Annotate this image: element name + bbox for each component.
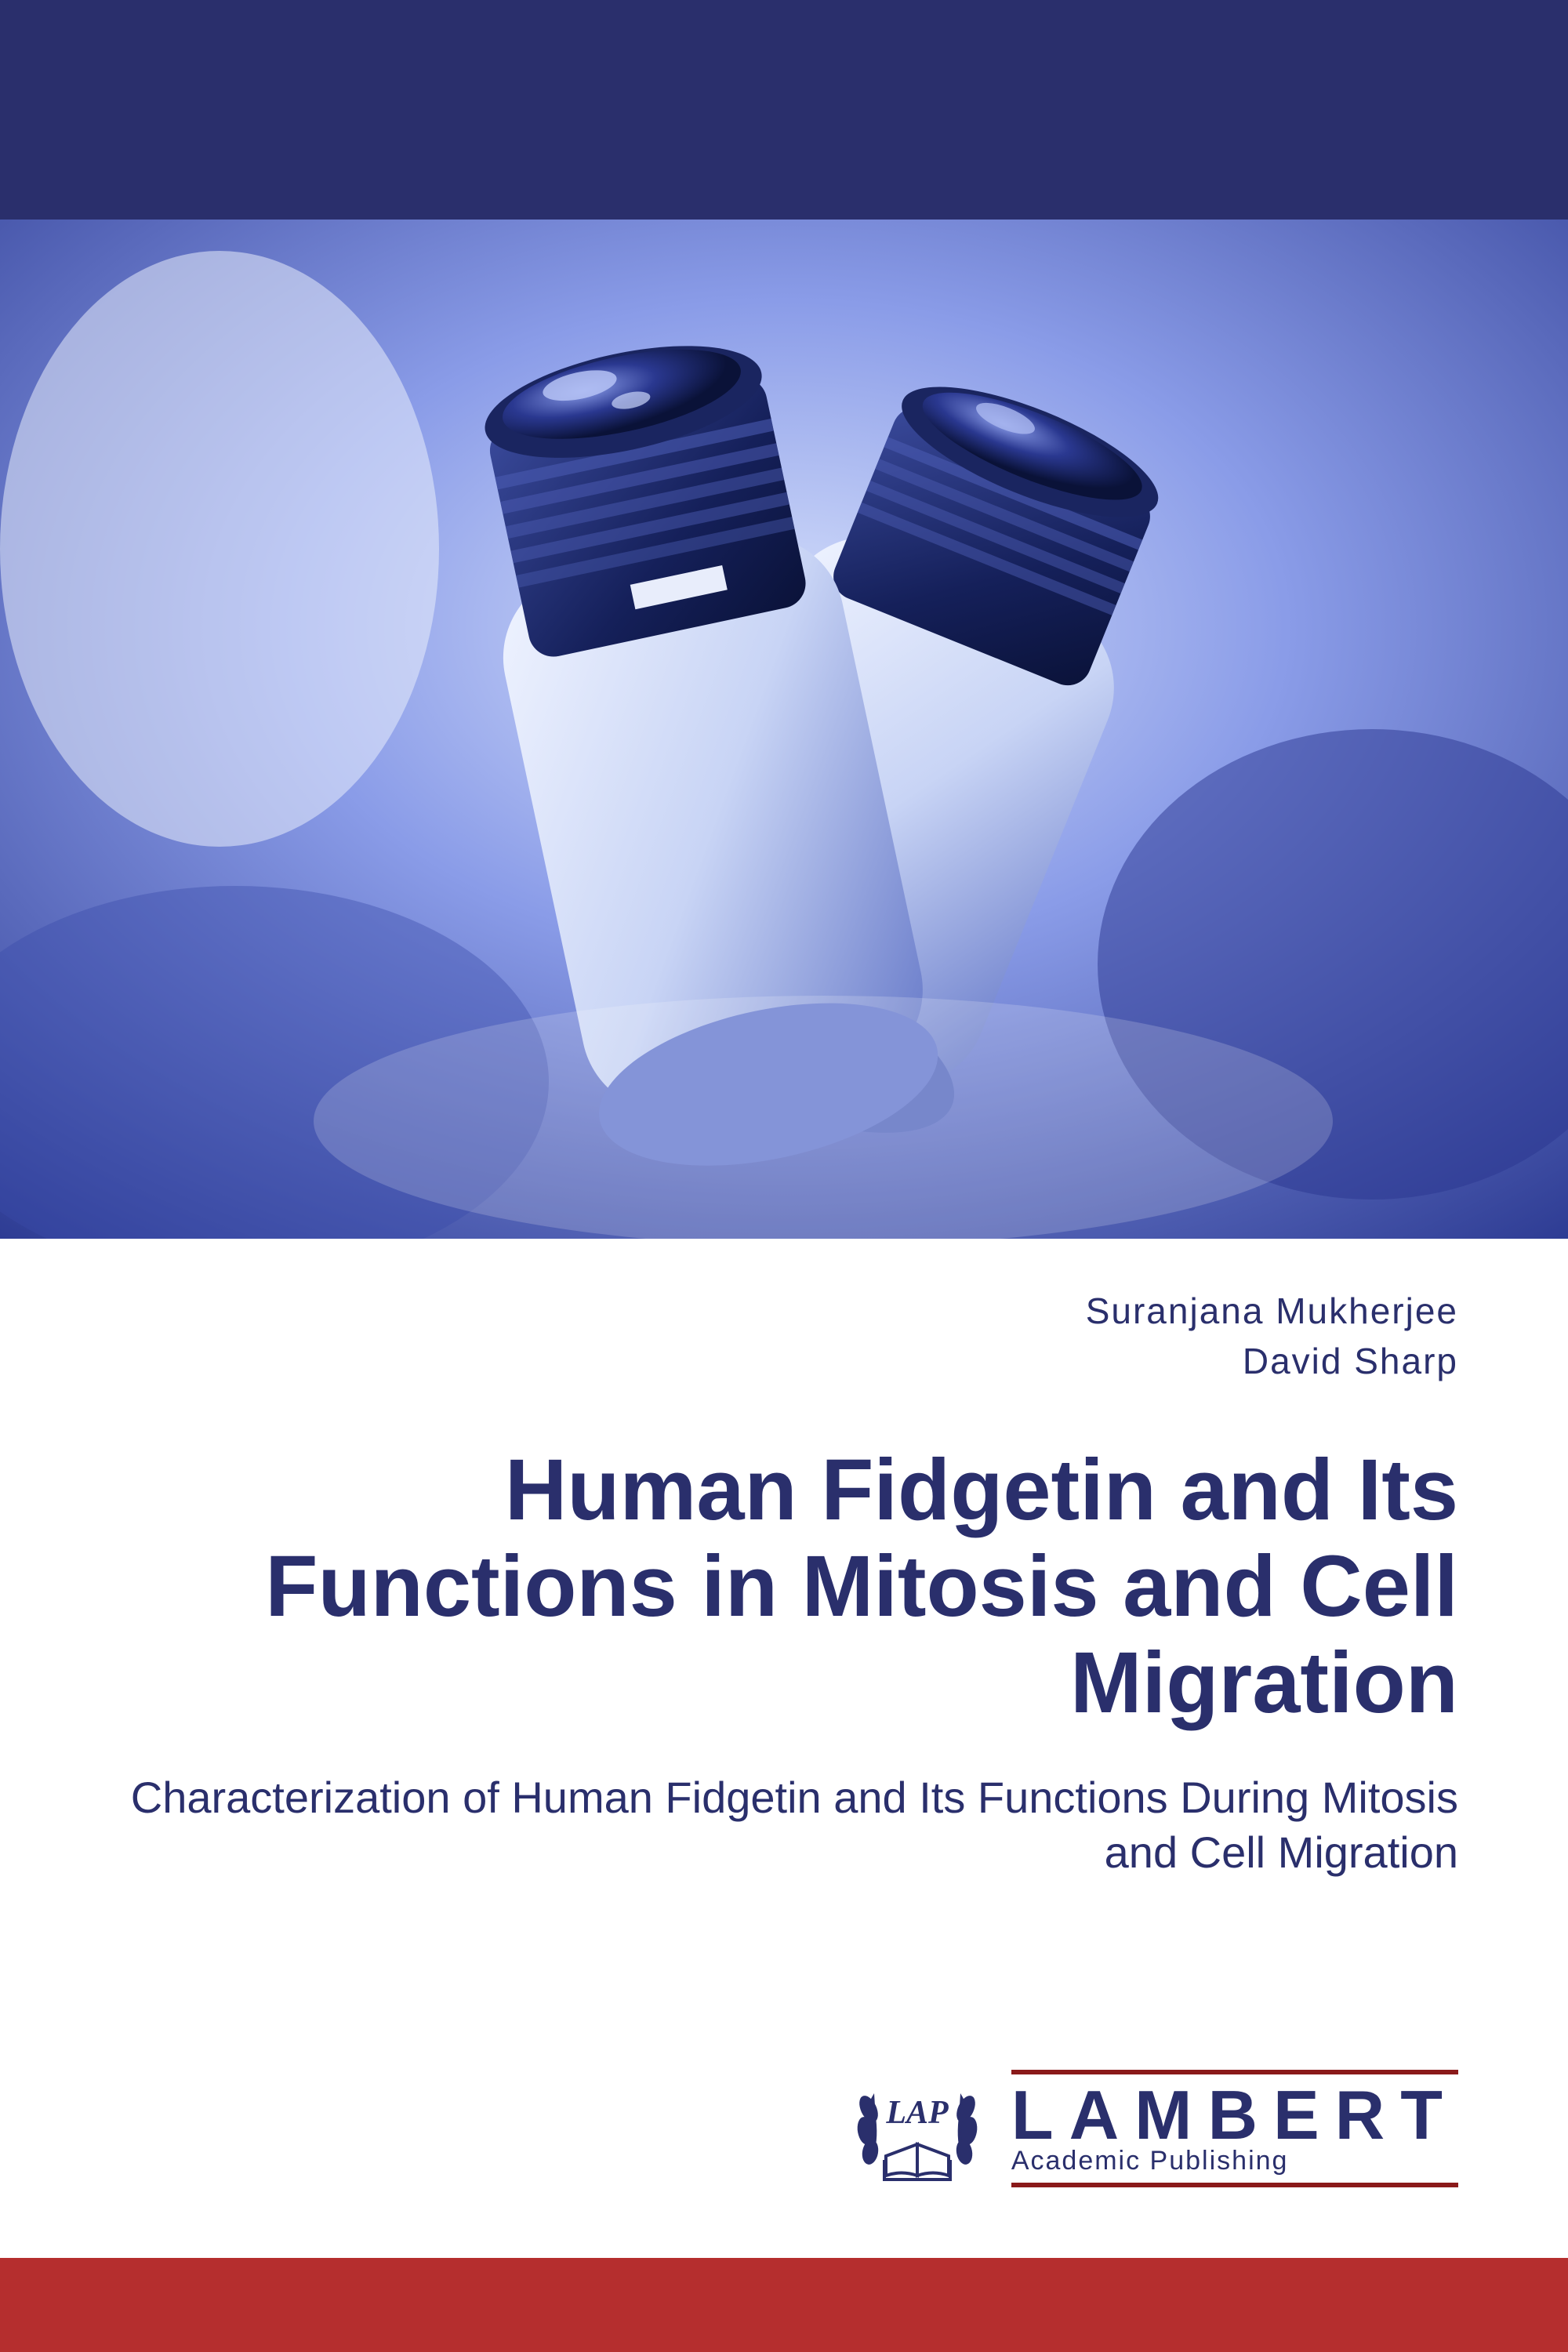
bottom-bar [0,2258,1568,2352]
publisher-name: LAMBERT [1011,2081,1458,2150]
top-bar [0,0,1568,220]
content-area: Suranjana Mukherjee David Sharp Human Fi… [0,1239,1568,2258]
authors-block: Suranjana Mukherjee David Sharp [110,1286,1458,1387]
publisher-logo: LAP LAMBERT Academic Publishing [847,2070,1458,2187]
book-subtitle: Characterization of Human Fidgetin and I… [110,1770,1458,1880]
microscope-illustration [0,220,1568,1239]
cover-image [0,220,1568,1239]
publisher-text: LAMBERT Academic Publishing [1011,2070,1458,2187]
book-title: Human Fidgetin and Its Functions in Mito… [110,1442,1458,1732]
author-2: David Sharp [110,1336,1458,1386]
author-1: Suranjana Mukherjee [110,1286,1458,1336]
book-cover: Suranjana Mukherjee David Sharp Human Fi… [0,0,1568,2352]
svg-text:LAP: LAP [885,2095,949,2131]
publisher-emblem: LAP [847,2070,988,2187]
